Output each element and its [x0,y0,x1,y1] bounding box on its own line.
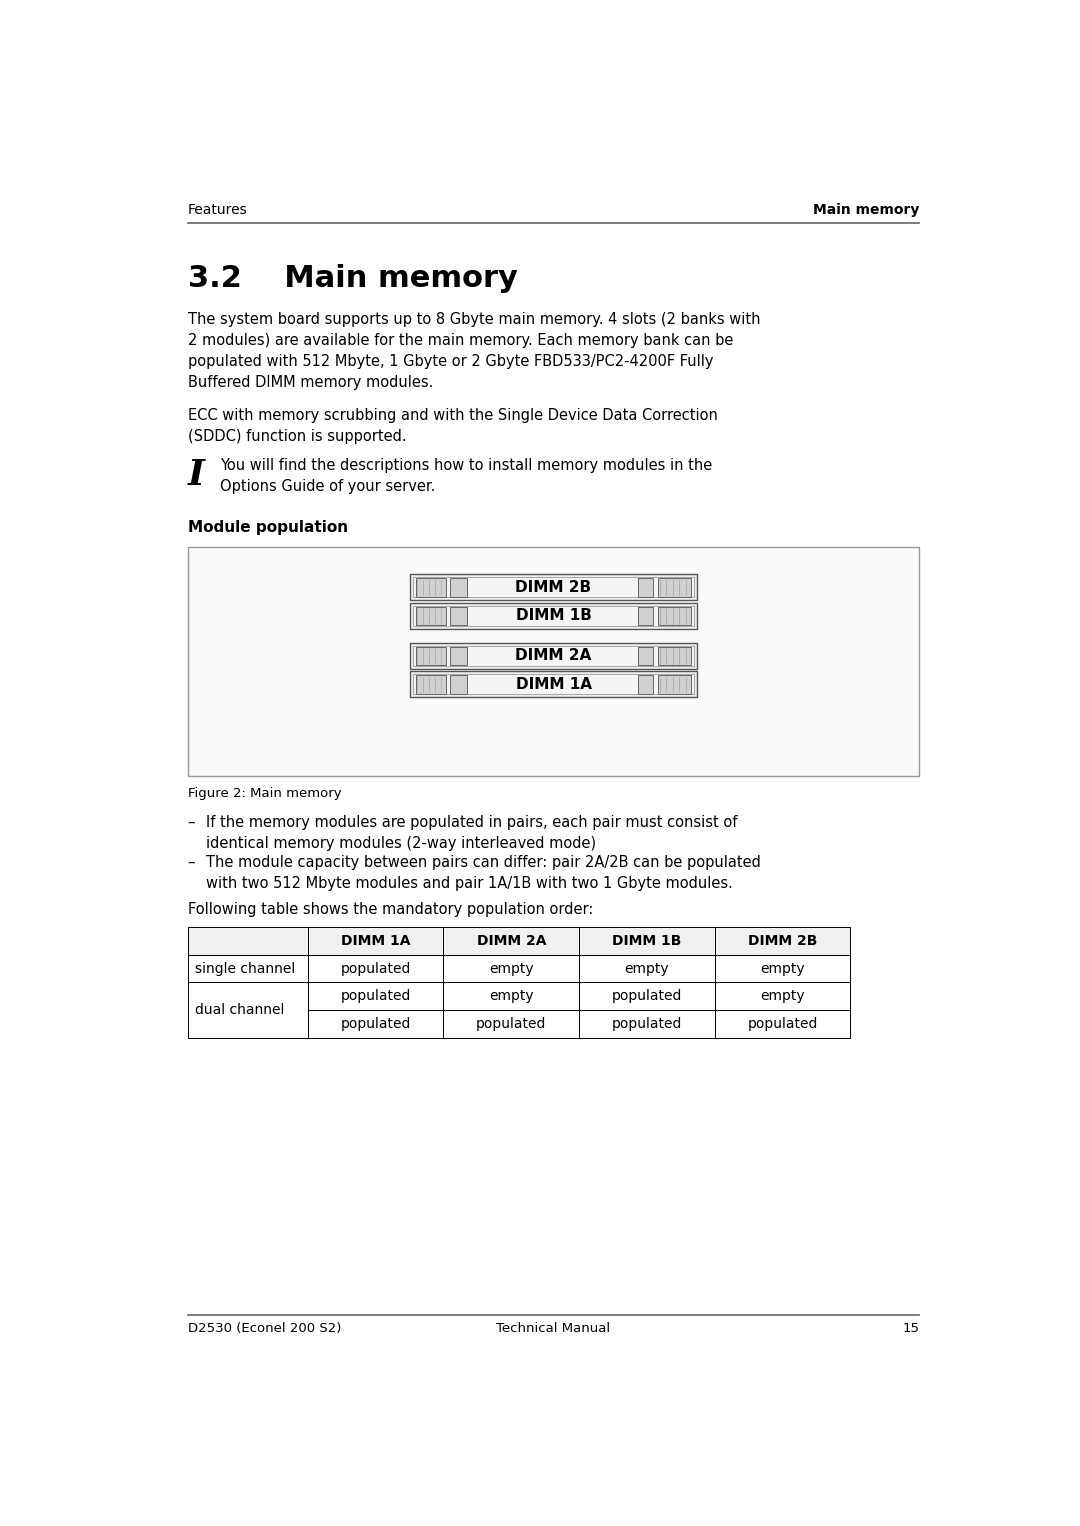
Text: empty: empty [489,989,534,1003]
Text: Technical Manual: Technical Manual [497,1322,610,1335]
Text: DIMM 1B: DIMM 1B [612,934,681,948]
Text: DIMM 2A: DIMM 2A [476,934,546,948]
Text: populated: populated [747,1016,818,1032]
Text: DIMM 1B: DIMM 1B [515,609,592,623]
Bar [414,577,693,597]
Text: empty: empty [624,961,670,975]
Bar [308,1010,444,1038]
Text: populated: populated [611,1016,683,1032]
Bar [450,578,468,597]
Bar [416,674,446,694]
Text: Following table shows the mandatory population order:: Following table shows the mandatory popu… [188,902,593,917]
Bar [579,1010,715,1038]
Bar [410,642,697,668]
Bar [579,955,715,983]
Bar [444,1010,579,1038]
Bar [188,926,308,955]
Bar [450,674,468,694]
Bar [638,578,653,597]
Text: populated: populated [340,989,410,1003]
Text: ECC with memory scrubbing and with the Single Device Data Correction
(SDDC) func: ECC with memory scrubbing and with the S… [188,407,717,444]
Bar [450,647,468,665]
Text: populated: populated [340,961,410,975]
Text: –: – [188,815,195,830]
Bar [410,574,697,600]
Bar [638,607,653,626]
Bar [416,578,446,597]
Bar [188,983,308,1038]
Text: dual channel: dual channel [195,1003,285,1018]
Bar [658,647,691,665]
Bar [715,926,850,955]
Text: If the memory modules are populated in pairs, each pair must consist of
identica: If the memory modules are populated in p… [206,815,738,850]
Bar [410,671,697,697]
Text: empty: empty [489,961,534,975]
Text: empty: empty [760,989,805,1003]
Text: Features: Features [188,203,247,217]
Bar [444,955,579,983]
Bar [416,647,446,665]
Bar [658,607,691,626]
Text: populated: populated [611,989,683,1003]
Text: 15: 15 [902,1322,919,1335]
Bar [444,983,579,1010]
Bar [715,983,850,1010]
Text: DIMM 1A: DIMM 1A [515,678,592,691]
Bar [188,546,919,777]
Bar [414,674,693,694]
Bar [579,983,715,1010]
Bar [579,926,715,955]
Bar [414,645,693,665]
Bar [308,955,444,983]
Bar [638,647,653,665]
Text: D2530 (Econel 200 S2): D2530 (Econel 200 S2) [188,1322,341,1335]
Text: DIMM 1A: DIMM 1A [341,934,410,948]
Bar [715,1010,850,1038]
Text: empty: empty [760,961,805,975]
Text: 3.2    Main memory: 3.2 Main memory [188,264,517,293]
Bar [414,606,693,626]
Text: The system board supports up to 8 Gbyte main memory. 4 slots (2 banks with
2 mod: The system board supports up to 8 Gbyte … [188,313,760,391]
Bar [638,674,653,694]
Bar [450,607,468,626]
Text: Figure 2: Main memory: Figure 2: Main memory [188,787,341,800]
Bar [308,983,444,1010]
Bar [658,674,691,694]
Text: The module capacity between pairs can differ: pair 2A/2B can be populated
with t: The module capacity between pairs can di… [206,855,761,891]
Text: DIMM 2A: DIMM 2A [515,649,592,664]
Text: Module population: Module population [188,520,348,536]
Bar [416,607,446,626]
Text: You will find the descriptions how to install memory modules in the
Options Guid: You will find the descriptions how to in… [220,458,713,494]
Text: Main memory: Main memory [813,203,919,217]
Bar [410,603,697,629]
Bar [308,926,444,955]
Text: –: – [188,855,195,870]
Text: DIMM 2B: DIMM 2B [747,934,818,948]
Bar [715,955,850,983]
Text: I: I [188,458,204,491]
Text: single channel: single channel [195,961,296,975]
Bar [444,926,579,955]
Bar [658,578,691,597]
Text: populated: populated [340,1016,410,1032]
Text: DIMM 2B: DIMM 2B [515,580,592,595]
Text: populated: populated [476,1016,546,1032]
Bar [188,955,308,983]
